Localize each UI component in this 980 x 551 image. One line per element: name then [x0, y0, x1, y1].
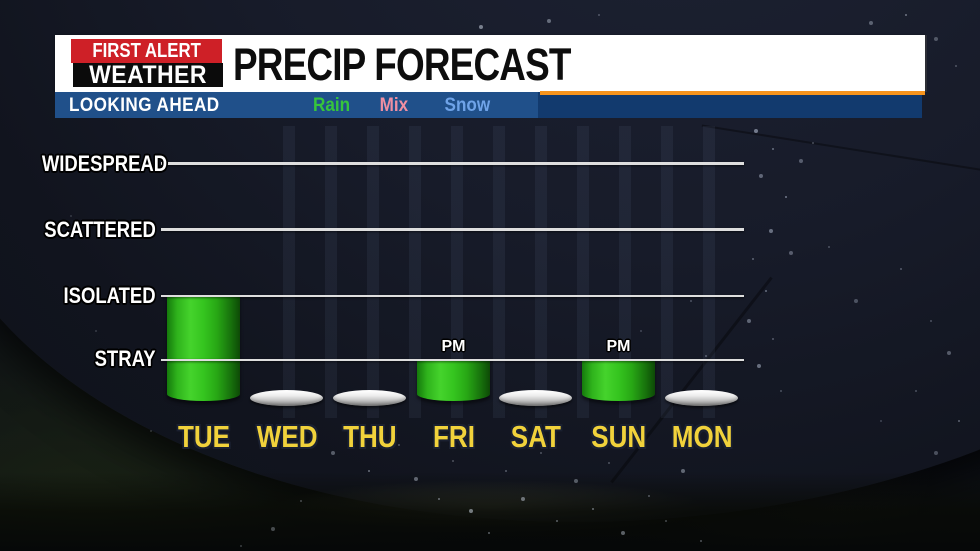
y-axis-label-isolated: ISOLATED [63, 283, 156, 308]
gridline-isolated [161, 294, 744, 297]
precip-bar-sun: PM [582, 130, 655, 401]
pm-annotation: PM [606, 337, 631, 355]
day-label-fri: FRI [433, 419, 475, 454]
legend-rain: Rain [313, 95, 351, 116]
gridline-scattered [161, 228, 744, 231]
empty-disc [665, 390, 738, 406]
first-alert-weather-logo: FIRST ALERT WEATHER [71, 39, 223, 88]
rain-bar [417, 358, 490, 401]
page-title: PRECIP FORECAST [233, 39, 571, 90]
background-window-stripes [283, 126, 745, 418]
precip-bar-mon [665, 130, 738, 406]
legend-snow: Snow [444, 95, 491, 116]
y-axis-label-stray: STRAY [95, 346, 156, 371]
logo-weather: WEATHER [73, 63, 223, 88]
empty-disc [250, 390, 323, 406]
day-label-sat: SAT [510, 419, 562, 454]
day-label-tue: TUE [177, 419, 231, 454]
accent-underline [540, 91, 925, 95]
day-label-sun: SUN [591, 419, 647, 454]
pm-annotation: PM [441, 337, 466, 355]
rain-bar [167, 294, 240, 401]
precip-bar-fri: PM [417, 130, 490, 401]
precip-bar-wed [250, 130, 323, 406]
empty-disc [333, 390, 406, 406]
subheader-bar: LOOKING AHEAD Rain Mix Snow [55, 92, 922, 118]
looking-ahead-label: LOOKING AHEAD [69, 95, 220, 116]
precip-bar-sat [499, 130, 572, 406]
precip-bar-thu [333, 130, 406, 406]
background-shadow [0, 472, 980, 551]
rain-bar [582, 358, 655, 401]
legend-mix: Mix [379, 95, 409, 116]
header-banner: FIRST ALERT WEATHER PRECIP FORECAST [55, 35, 925, 92]
day-label-mon: MON [671, 419, 733, 454]
y-axis-label-scattered: SCATTERED [44, 217, 156, 242]
day-label-wed: WED [256, 419, 318, 454]
day-label-thu: THU [343, 419, 397, 454]
logo-first-alert: FIRST ALERT [71, 39, 222, 63]
precip-bar-tue [167, 130, 240, 401]
empty-disc [499, 390, 572, 406]
gridline-stray [161, 358, 744, 361]
y-axis-label-widespread: WIDESPREAD [41, 151, 168, 176]
gridline-widespread [161, 162, 744, 165]
